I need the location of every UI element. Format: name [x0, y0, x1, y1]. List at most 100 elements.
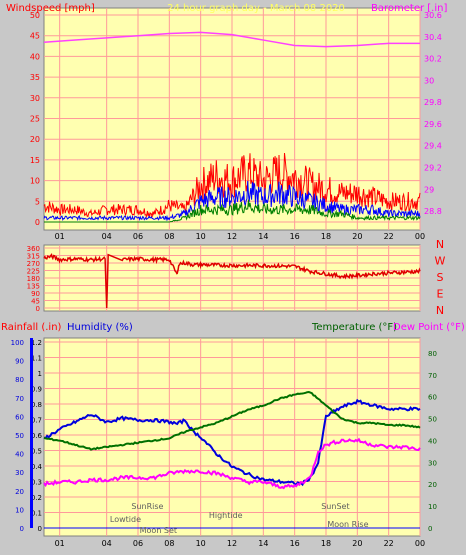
humidity-y-tick-label: 50 [15, 432, 24, 440]
humidity-y-tick-label: 90 [15, 358, 24, 366]
compass-letter: W [435, 255, 446, 268]
temperature-line [43, 390, 421, 451]
rain-y-tick-label: 0.7 [31, 417, 42, 425]
humidity-x-tick-label: 08 [164, 539, 174, 548]
rainfall-axis-bar [30, 338, 33, 528]
direction-series [43, 253, 421, 309]
wind-x-tick-label: 08 [164, 232, 174, 241]
humidity-x-tick-label: 06 [133, 539, 143, 548]
rain-y-tick-label: 0.9 [31, 386, 42, 394]
wind-y-tick-label: 35 [30, 73, 40, 82]
wind-y-tick-label: 40 [30, 52, 40, 61]
humidity-y-tick-label: 10 [15, 506, 24, 514]
rain-y-tick-label: 0 [38, 525, 42, 533]
direction-line [43, 253, 421, 309]
humidity-axis-label: Humidity (%) [67, 322, 133, 333]
direction-y-tick-label: 90 [31, 290, 40, 298]
event-label: Hightide [209, 511, 243, 520]
temperature-y-tick-label: 40 [428, 437, 437, 445]
wind-x-tick-label: 12 [227, 232, 237, 241]
barometer-y-tick-label: 29.4 [424, 142, 442, 151]
event-labels: SunRise Lowtide Moon Set Hightide SunSet Moon… [110, 502, 369, 535]
wind-x-tick-label: 14 [258, 232, 268, 241]
humidity-y-tick-label: 40 [15, 451, 24, 459]
wind-x-tick-label: 01 [55, 232, 65, 241]
temperature-y-tick-label: 60 [428, 394, 437, 402]
temperature-y-tick-label: 30 [428, 459, 437, 467]
wind-y-tick-label: 5 [35, 197, 40, 206]
barometer-y-tick-label: 30.4 [424, 33, 442, 42]
wind-y-tick-label: 30 [30, 94, 40, 103]
wind-x-tick-label: 20 [352, 232, 362, 241]
rain-y-tick-label: 1 [38, 370, 42, 378]
direction-y-tick-label: 360 [27, 245, 40, 253]
compass-letter: E [437, 288, 444, 301]
rain-y-tick-label: 0.4 [31, 463, 43, 471]
humidity-y-tick-label: 0 [20, 525, 24, 533]
wind-x-tick-label: 22 [384, 232, 394, 241]
humidity-y-tick-label: 60 [15, 413, 24, 421]
rain-y-ticks: 1.2 1.1 1 0.9 0.8 0.7 0.6 0.5 0.4 0.3 0.2 0.1 0 [31, 339, 43, 533]
humidity-x-tick-label: 10 [196, 539, 206, 548]
compass-letter: N [436, 304, 444, 317]
barometer-y-ticks: 30.6 30.4 30.2 30 29.8 29.6 29.4 29.2 29 28.8 [424, 11, 442, 216]
direction-y-tick-label: 0 [36, 305, 40, 313]
temperature-y-tick-label: 50 [428, 416, 437, 424]
wind-y-tick-label: 10 [30, 177, 40, 186]
rain-y-tick-label: 1.1 [31, 355, 42, 363]
humidity-x-tick-label: 16 [290, 539, 300, 548]
temperature-y-tick-label: 10 [428, 503, 437, 511]
humidity-x-tick-label: 04 [102, 539, 112, 548]
barometer-y-tick-label: 28.8 [424, 207, 442, 216]
direction-y-tick-label: 135 [27, 283, 40, 291]
humidity-series [43, 390, 421, 529]
wind-avg-line [43, 180, 421, 222]
rain-y-tick-label: 1.2 [31, 339, 42, 347]
temperature-y-tick-label: 70 [428, 372, 437, 380]
barometer-y-tick-label: 29 [424, 185, 434, 194]
direction-y-tick-label: 45 [31, 298, 40, 306]
humidity-y-tick-label: 70 [15, 395, 24, 403]
event-label: Moon Rise [327, 520, 368, 529]
barometer-y-tick-label: 30 [424, 76, 434, 85]
wind-y-tick-label: 20 [30, 135, 40, 144]
barometer-y-tick-label: 29.2 [424, 164, 442, 173]
windspeed-axis-label: Windspeed [mph] [6, 3, 95, 14]
temperature-y-tick-label: 20 [428, 481, 437, 489]
compass-letter: S [437, 271, 444, 284]
wind-y-tick-label: 25 [30, 115, 40, 124]
direction-grid [44, 245, 421, 311]
rain-y-tick-label: 0.6 [31, 432, 43, 440]
barometer-y-tick-label: 30.2 [424, 55, 442, 64]
wind-y-tick-label: 45 [30, 32, 40, 41]
temperature-y-ticks: 80 70 60 50 40 30 20 10 0 [428, 350, 437, 533]
rain-y-tick-label: 0.2 [31, 494, 42, 502]
event-label: Moon Set [140, 526, 177, 535]
humidity-x-tick-label: 00 [415, 539, 425, 548]
wind-y-tick-label: 15 [30, 156, 40, 165]
direction-y-tick-label: 225 [27, 268, 40, 276]
humidity-y-tick-label: 20 [15, 488, 24, 496]
wind-x-tick-label: 00 [415, 232, 425, 241]
direction-y-tick-label: 315 [27, 253, 40, 261]
wind-y-tick-label: 50 [30, 11, 40, 20]
humidity-x-tick-label: 20 [352, 539, 362, 548]
chart-title: 24 hour graph day - March 08 2020 [167, 3, 345, 14]
humidity-y-tick-label: 30 [15, 469, 24, 477]
barometer-line [43, 31, 420, 48]
wind-x-tick-label: 06 [133, 232, 143, 241]
rain-y-tick-label: 0.8 [31, 401, 42, 409]
direction-y-tick-label: 180 [27, 275, 40, 283]
barometer-y-tick-label: 29.8 [424, 98, 442, 107]
wind-low-line [44, 199, 421, 223]
wind-x-tick-label: 04 [102, 232, 112, 241]
temperature-y-tick-label: 0 [428, 525, 432, 533]
event-label: Lowtide [110, 515, 141, 524]
humidity-y-tick-label: 100 [11, 339, 24, 347]
event-label: SunRise [131, 502, 163, 511]
humidity-x-tick-label: 14 [258, 539, 268, 548]
wind-x-tick-label: 10 [196, 232, 206, 241]
